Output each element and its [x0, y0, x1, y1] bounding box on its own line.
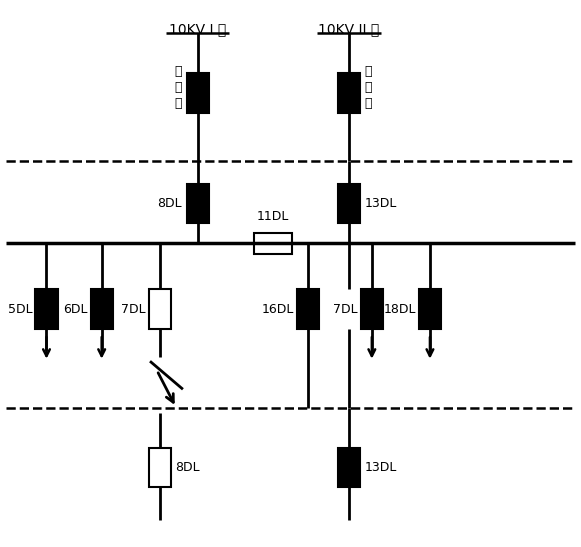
Text: 11DL: 11DL: [257, 210, 289, 223]
Bar: [149, 448, 171, 487]
Text: 出
线
丙: 出 线 丙: [364, 65, 372, 110]
Bar: [338, 73, 360, 113]
Bar: [149, 289, 171, 329]
Bar: [91, 289, 113, 329]
Bar: [187, 184, 209, 223]
Bar: [254, 233, 292, 254]
Text: 8DL: 8DL: [175, 461, 200, 474]
Text: 出
线
丙: 出 线 丙: [174, 65, 182, 110]
Text: 16DL: 16DL: [261, 302, 294, 316]
Bar: [297, 289, 319, 329]
Text: 7DL: 7DL: [333, 302, 358, 316]
Bar: [419, 289, 441, 329]
Bar: [35, 289, 58, 329]
Text: 10KV I 母: 10KV I 母: [169, 22, 226, 36]
Text: 8DL: 8DL: [157, 197, 182, 210]
Bar: [361, 289, 383, 329]
Text: 18DL: 18DL: [383, 302, 416, 316]
Text: 10KV II 母: 10KV II 母: [318, 22, 379, 36]
Text: 5DL: 5DL: [8, 302, 33, 316]
Text: 7DL: 7DL: [121, 302, 146, 316]
Text: 13DL: 13DL: [364, 461, 397, 474]
Bar: [187, 73, 209, 113]
Bar: [338, 184, 360, 223]
Bar: [338, 448, 360, 487]
Text: 6DL: 6DL: [63, 302, 88, 316]
Text: 13DL: 13DL: [364, 197, 397, 210]
